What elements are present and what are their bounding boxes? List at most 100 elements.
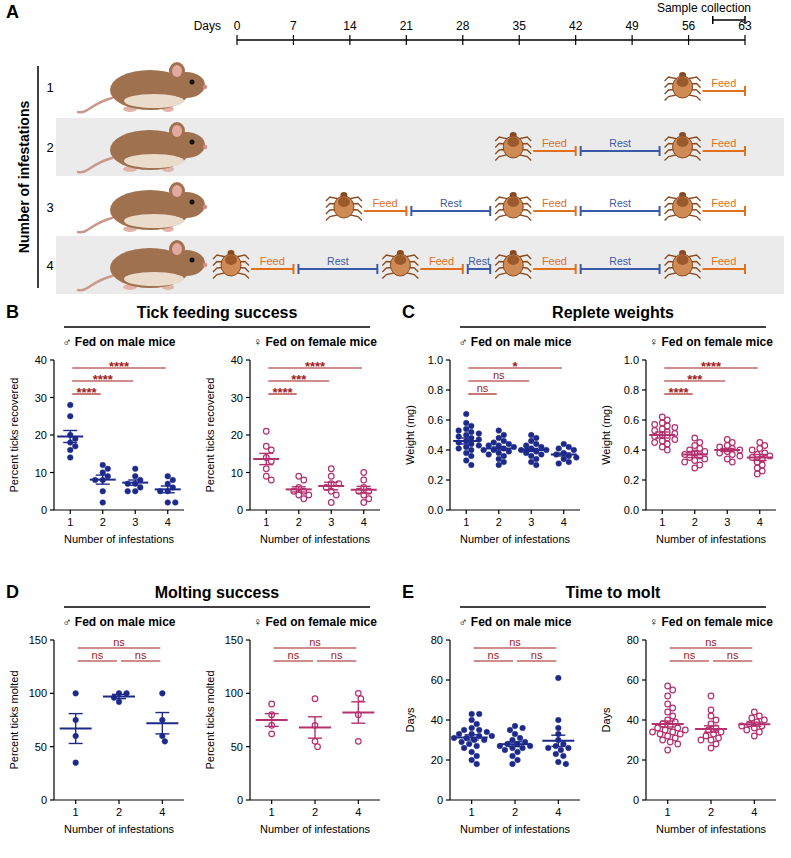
rest-end — [580, 206, 582, 216]
panel-header: ETime to molt — [402, 582, 766, 607]
y-tick-label: 1.0 — [428, 354, 443, 366]
day-label: 7 — [290, 19, 297, 33]
mouse-icon — [78, 240, 207, 290]
data-point — [675, 741, 681, 747]
y-tick — [642, 419, 646, 420]
data-point — [561, 753, 567, 759]
row-label: 3 — [46, 200, 53, 215]
data-point — [553, 751, 559, 757]
x-tick-label: 4 — [355, 806, 361, 818]
y-tick — [50, 693, 54, 694]
feed-line — [703, 150, 745, 152]
panel-letter: A — [6, 2, 19, 22]
x-tick — [75, 800, 76, 804]
data-point — [539, 444, 545, 450]
y-tick — [50, 472, 54, 473]
mouse-tail — [78, 158, 112, 172]
chart: ♂ Fed on male mice020406080Days124Number… — [404, 615, 580, 835]
bracket-line — [713, 19, 745, 21]
tick-scutum — [677, 197, 689, 207]
data-point — [461, 727, 467, 733]
mean-line — [714, 449, 740, 451]
day-tick — [519, 35, 520, 45]
data-point — [665, 693, 671, 699]
mouse-ear — [169, 122, 185, 140]
rest-end — [659, 146, 661, 156]
data-point — [269, 731, 275, 737]
day-tick — [293, 35, 294, 45]
significance-label: *** — [291, 372, 307, 387]
data-point — [312, 739, 318, 745]
panel-letter: C — [402, 302, 415, 322]
data-point — [556, 725, 562, 731]
x-tick — [162, 800, 163, 804]
error-stem — [363, 486, 364, 493]
error-bar — [63, 431, 77, 443]
data-point — [165, 473, 171, 479]
y-tick — [246, 509, 250, 510]
data-point — [456, 446, 462, 452]
data-point — [315, 744, 321, 750]
error-cap — [465, 734, 479, 735]
x-axis-title: Number of infestations — [460, 823, 571, 835]
error-bar — [128, 480, 142, 485]
y-axis — [449, 360, 450, 510]
x-tick-label: 2 — [312, 806, 318, 818]
x-tick — [563, 510, 564, 514]
data-point — [67, 402, 73, 408]
day-label: 56 — [682, 19, 696, 33]
y-tick-label: 0.0 — [428, 504, 443, 516]
x-axis-title: Number of infestations — [64, 823, 175, 835]
data-point — [100, 462, 106, 468]
significance-label: **** — [272, 385, 293, 400]
data-point — [670, 687, 676, 693]
tick-icon — [326, 192, 362, 221]
rest-label: Rest — [468, 255, 490, 267]
feed-line — [533, 210, 575, 212]
data-point — [539, 452, 545, 458]
error-stem — [694, 452, 695, 458]
error-bar — [688, 452, 702, 458]
data-point — [173, 500, 179, 506]
data-group — [57, 402, 181, 505]
data-group — [650, 683, 771, 753]
mouse-tail — [78, 98, 112, 112]
data-point — [72, 443, 78, 449]
rest-label: Rest — [327, 255, 349, 267]
data-point — [652, 422, 658, 428]
y-axis-title: Percent ticks molted — [204, 670, 216, 769]
significance-label: ns — [477, 382, 489, 394]
x-axis-title: Number of infestations — [460, 533, 571, 545]
y-tick-label: 10 — [231, 467, 243, 479]
x-tick-label: 1 — [73, 806, 79, 818]
y-tick-label: 0.6 — [428, 414, 443, 426]
rest-label: Rest — [609, 137, 631, 149]
data-point — [306, 492, 312, 498]
mean-line — [518, 449, 544, 451]
x-tick-label: 2 — [496, 516, 502, 528]
feed-label: Feed — [711, 77, 736, 89]
data-point — [512, 723, 518, 729]
error-cap — [155, 712, 169, 713]
error-cap — [661, 720, 675, 721]
data-point — [501, 453, 507, 459]
data-point — [484, 729, 490, 735]
y-tick — [446, 479, 450, 480]
rest-label: Rest — [609, 255, 631, 267]
tick-scutum — [507, 255, 519, 265]
x-tick — [667, 800, 668, 804]
feed-end — [462, 264, 464, 274]
y-axis — [53, 640, 54, 800]
data-point — [476, 443, 482, 449]
chart-subtitle: ♂ Fed on male mice — [62, 335, 175, 349]
tick-icon — [665, 72, 701, 101]
x-tick-label: 4 — [561, 516, 567, 528]
tick-body — [673, 254, 693, 276]
data-point — [468, 429, 474, 435]
data-point — [556, 717, 562, 723]
error-stem — [514, 742, 515, 747]
tick-body — [334, 196, 354, 218]
error-cap — [465, 739, 479, 740]
data-point — [556, 461, 562, 467]
data-point — [67, 455, 73, 461]
